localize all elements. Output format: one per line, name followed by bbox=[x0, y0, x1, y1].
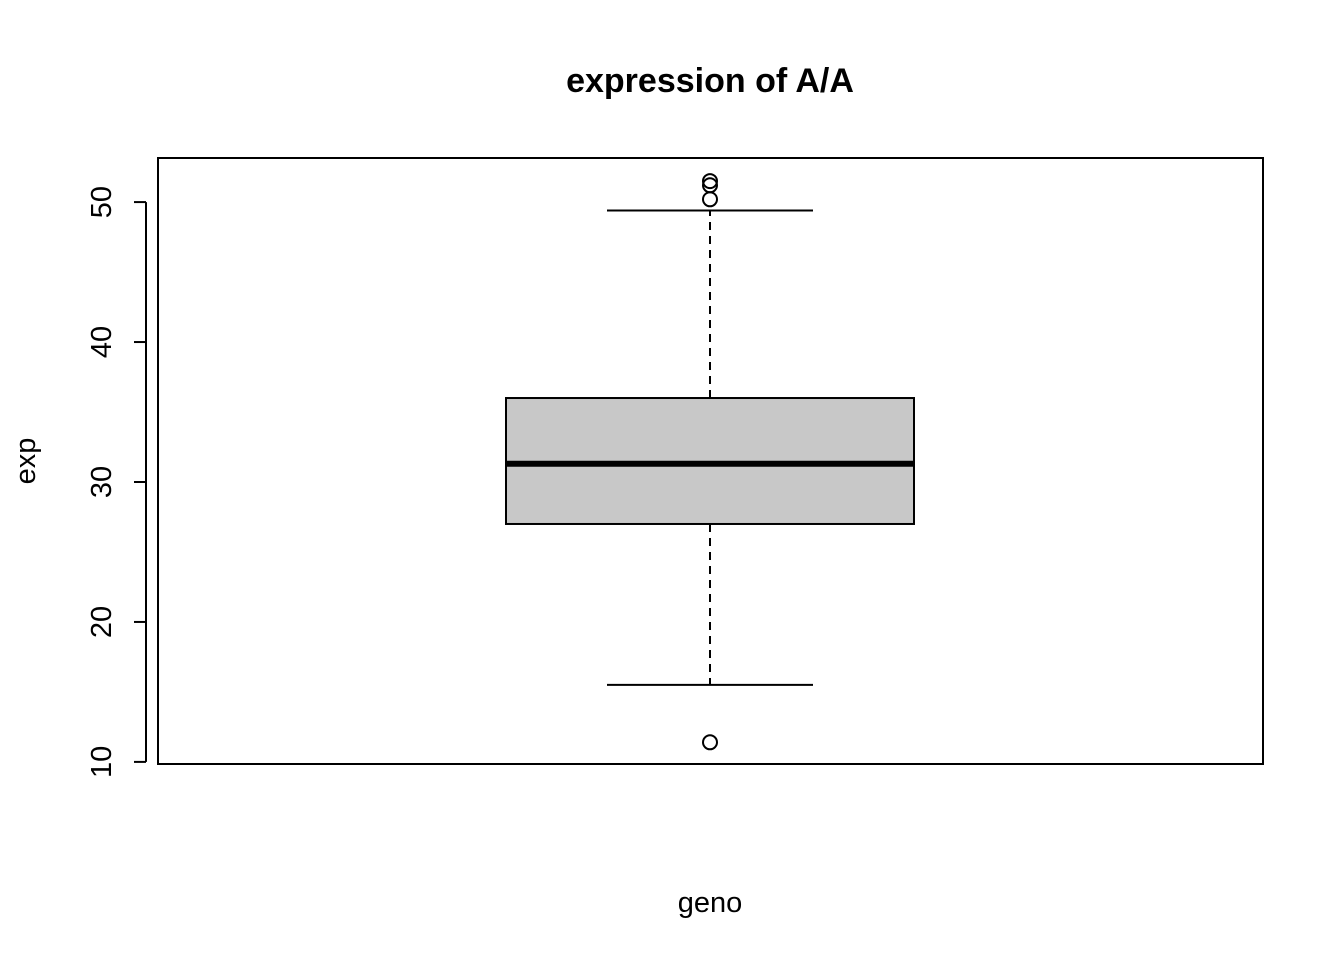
chart-title: expression of A/A bbox=[566, 62, 854, 100]
y-tick-label: 40 bbox=[86, 326, 118, 358]
plot-frame bbox=[157, 157, 1264, 765]
y-tick-label: 50 bbox=[86, 186, 118, 218]
outlier-point bbox=[702, 191, 718, 208]
outlier-point bbox=[702, 734, 718, 751]
y-tick-label: 30 bbox=[86, 466, 118, 498]
y-tick-label: 10 bbox=[86, 746, 118, 778]
box-group bbox=[505, 173, 915, 751]
y-axis-label: exp bbox=[10, 438, 42, 485]
y-tick-label: 20 bbox=[86, 606, 118, 638]
outlier-point bbox=[702, 173, 718, 190]
x-axis-label: geno bbox=[678, 887, 743, 919]
y-axis: 10 20 30 40 50 bbox=[86, 186, 147, 778]
